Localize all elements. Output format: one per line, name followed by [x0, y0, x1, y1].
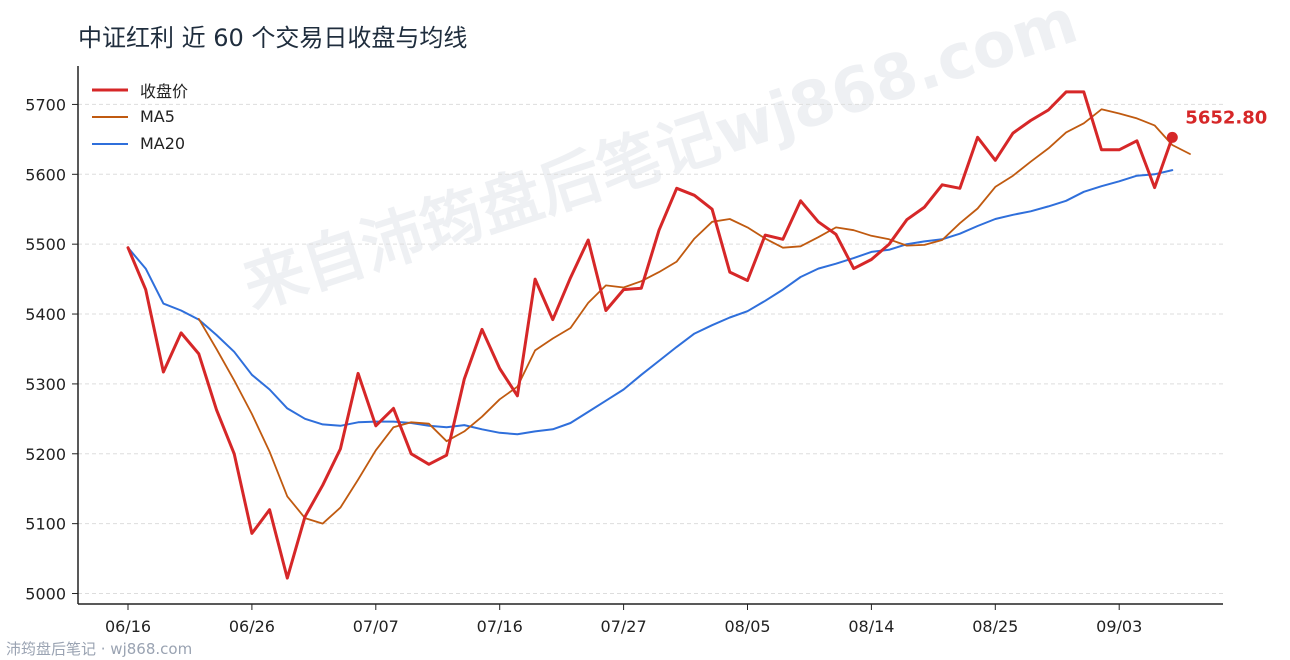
legend-swatch-ma20	[92, 142, 128, 145]
x-tick-label: 08/05	[724, 617, 770, 636]
y-tick-label: 5500	[25, 235, 66, 254]
legend-swatch-close	[92, 88, 128, 91]
legend-label-ma20: MA20	[140, 134, 186, 153]
last-value-label: 5652.80	[1185, 107, 1267, 128]
chart-title: 中证红利 近 60 个交易日收盘与均线	[78, 24, 468, 52]
last-point-marker	[1166, 131, 1178, 143]
y-tick-label: 5700	[25, 95, 66, 114]
series-line-close	[126, 90, 1174, 580]
y-tick-label: 5300	[25, 375, 66, 394]
legend-item-ma5: MA5	[92, 103, 188, 130]
x-tick-label: 08/14	[848, 617, 894, 636]
x-tick-label: 08/25	[972, 617, 1018, 636]
legend-item-ma20: MA20	[92, 130, 188, 157]
footer-credit: 沛筠盘后笔记 · wj868.com	[6, 640, 193, 658]
x-tick-label: 06/26	[229, 617, 275, 636]
legend-item-close: 收盘价	[92, 76, 188, 103]
series-line-ma20	[127, 169, 1174, 436]
y-tick-label: 5000	[25, 585, 66, 604]
x-tick-label: 09/03	[1096, 617, 1142, 636]
x-tick-label: 07/16	[477, 617, 523, 636]
y-tick-label: 5200	[25, 445, 66, 464]
y-tick-label: 5100	[25, 515, 66, 534]
x-tick-label: 07/27	[601, 617, 647, 636]
x-tick-label: 06/16	[105, 617, 151, 636]
legend-label-close: 收盘价	[140, 81, 189, 101]
y-tick-label: 5400	[25, 305, 66, 324]
series-line-ma5	[197, 108, 1191, 525]
x-tick-label: 07/07	[353, 617, 399, 636]
legend-label-ma5: MA5	[140, 107, 175, 126]
legend-swatch-ma5	[92, 115, 128, 118]
legend: 收盘价 MA5 MA20	[92, 76, 188, 157]
y-tick-label: 5600	[25, 165, 66, 184]
